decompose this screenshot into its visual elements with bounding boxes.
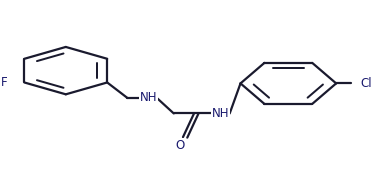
Text: F: F xyxy=(1,76,8,89)
Text: Cl: Cl xyxy=(360,77,372,90)
Text: NH: NH xyxy=(212,107,229,120)
Text: NH: NH xyxy=(140,91,158,105)
Text: O: O xyxy=(175,139,185,152)
